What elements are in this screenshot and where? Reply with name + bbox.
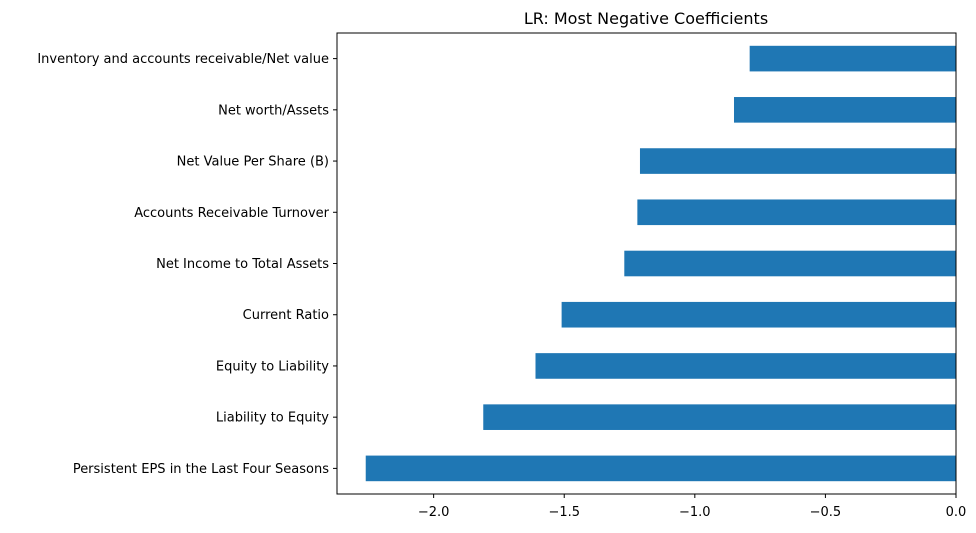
x-tick-label: 0.0 [946, 505, 967, 520]
y-tick-label: Net Income to Total Assets [156, 257, 329, 272]
bar [561, 301, 956, 328]
x-tick-label: −1.0 [679, 505, 711, 520]
y-tick-label: Persistent EPS in the Last Four Seasons [73, 462, 329, 477]
plot-frame [336, 32, 957, 495]
bar [535, 353, 956, 379]
bar [639, 148, 956, 174]
bars-layer [365, 45, 956, 482]
y-tick-label: Current Ratio [243, 308, 329, 323]
y-tick-label: Accounts Receivable Turnover [134, 206, 329, 221]
bar [749, 45, 956, 72]
y-tick-label: Liability to Equity [216, 411, 329, 426]
bar [733, 97, 956, 123]
x-tick-label: −2.0 [418, 505, 450, 520]
axes-layer: Inventory and accounts receivable/Net va… [37, 32, 967, 520]
bar [637, 199, 956, 226]
x-tick-label: −0.5 [810, 505, 842, 520]
bar [483, 404, 956, 430]
y-tick-label: Net Value Per Share (B) [177, 155, 329, 170]
y-tick-label: Equity to Liability [216, 359, 329, 374]
bar [624, 250, 956, 277]
y-tick-label: Net worth/Assets [218, 103, 329, 118]
y-tick-label: Inventory and accounts receivable/Net va… [37, 52, 329, 67]
bar [365, 455, 956, 482]
chart-title: LR: Most Negative Coefficients [524, 9, 768, 28]
x-tick-label: −1.5 [548, 505, 580, 520]
